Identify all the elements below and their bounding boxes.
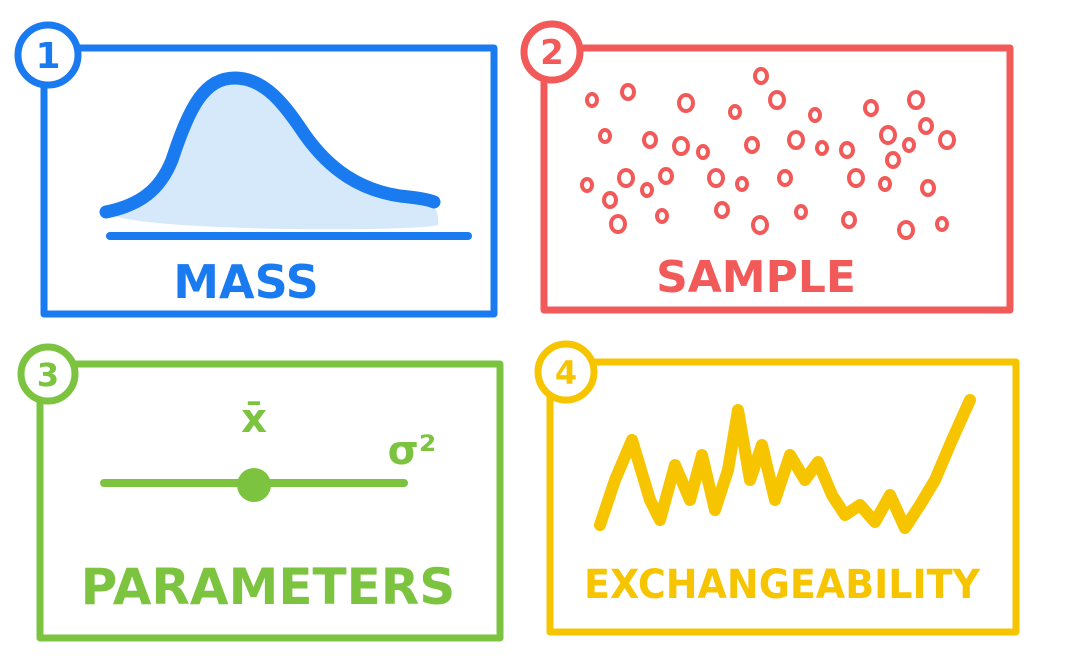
panel-mass-label: MASS: [173, 255, 319, 309]
panel-parameters: 3 x̄ σ² PARAMETERS: [17, 343, 504, 642]
panel-exchangeability-frame: [546, 358, 1020, 636]
sample-dot: [677, 93, 695, 113]
sample-dot: [753, 67, 769, 85]
sample-dot: [847, 168, 865, 188]
panel-parameters-number: 3: [37, 356, 59, 394]
sample-dot: [907, 90, 925, 110]
sample-dot: [935, 216, 949, 232]
sample-dot: [658, 167, 674, 185]
panel-exchangeability-label: EXCHANGEABILITY: [584, 562, 981, 608]
sample-dot: [617, 168, 635, 188]
sample-dot: [696, 144, 710, 160]
sample-dot: [768, 90, 786, 110]
sample-dot: [863, 99, 879, 117]
variance-symbol: σ²: [388, 428, 437, 474]
sample-dot: [815, 140, 829, 156]
sample-dot: [655, 208, 669, 224]
panel-sample-number: 2: [540, 33, 564, 73]
sample-dot: [735, 176, 749, 192]
sample-dot: [902, 137, 916, 153]
sample-dot: [602, 191, 618, 209]
sample-dot: [841, 211, 857, 229]
panel-mass: 1 MASS: [14, 21, 498, 318]
sample-dot: [787, 130, 805, 150]
sample-dot: [707, 168, 725, 188]
panel-exchangeability-number: 4: [555, 354, 577, 392]
sample-dot: [744, 136, 760, 154]
sample-dot: [751, 215, 769, 235]
sample-dot: [620, 83, 636, 101]
sample-dots: [580, 67, 956, 240]
exchangeability-series: [594, 394, 976, 534]
sample-dot: [642, 131, 658, 149]
sample-dot: [808, 107, 822, 123]
sample-dot: [879, 125, 897, 145]
sample-dot: [897, 220, 915, 240]
sample-dot: [609, 214, 627, 234]
panel-mass-number: 1: [35, 36, 60, 77]
mass-curve: [99, 71, 441, 219]
panel-exchangeability: 4 EXCHANGEABILITY: [534, 340, 1020, 636]
sample-dot: [714, 201, 730, 219]
sample-dot: [598, 128, 612, 144]
sample-dot: [920, 179, 936, 197]
panel-parameters-badge: 3: [17, 343, 79, 405]
sample-dot: [794, 204, 808, 220]
sample-dot: [918, 117, 934, 135]
mean-symbol: x̄: [241, 396, 267, 442]
panel-sample: 2 SAMPLE: [520, 20, 1014, 314]
sample-dot: [938, 130, 956, 150]
panel-exchangeability-badge: 4: [534, 340, 598, 404]
panel-mass-badge: 1: [14, 21, 82, 89]
panel-mass-frame: [40, 44, 498, 318]
sample-dot: [728, 104, 742, 120]
parameter-point: [237, 468, 271, 502]
sample-dot: [839, 141, 855, 159]
sample-dot: [777, 169, 793, 187]
panel-parameters-frame: [36, 360, 504, 642]
sample-dot: [580, 177, 594, 193]
sample-dot: [672, 136, 690, 156]
panel-sample-label: SAMPLE: [656, 252, 856, 303]
sample-dot: [885, 151, 901, 169]
panel-sample-frame: [540, 44, 1014, 314]
panel-sample-badge: 2: [520, 20, 584, 84]
panel-parameters-label: PARAMETERS: [81, 558, 456, 616]
sample-dot: [640, 182, 654, 198]
sample-dot: [585, 92, 599, 108]
sample-dot: [878, 176, 892, 192]
